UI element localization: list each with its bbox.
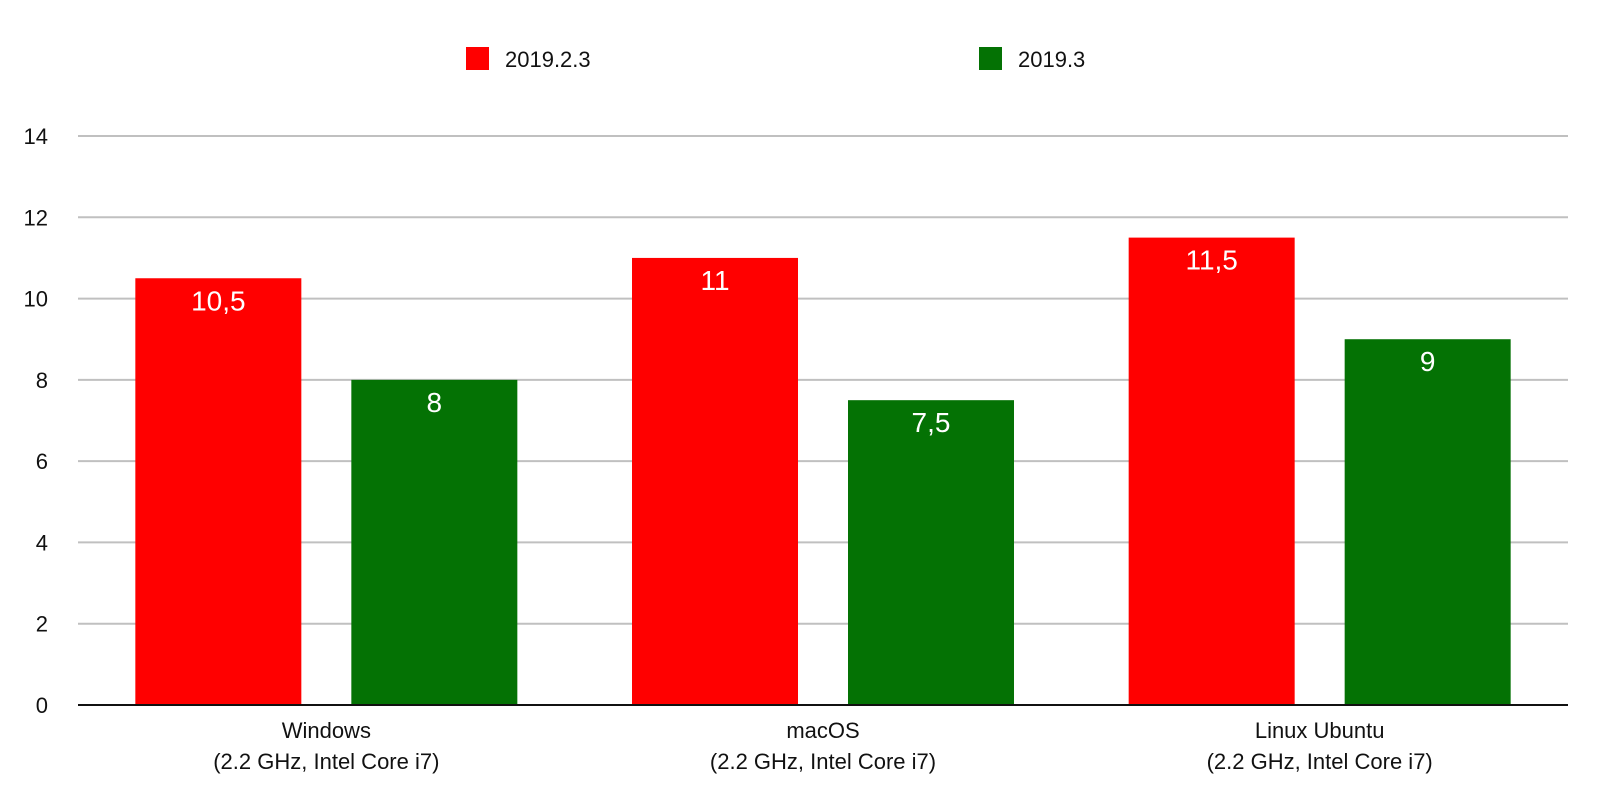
legend: 2019.2.3 2019.3 bbox=[466, 47, 1085, 72]
y-axis-ticks: 0 2 4 6 8 10 12 14 bbox=[24, 124, 48, 718]
bar-red-0 bbox=[135, 278, 302, 705]
x-tick-label: (2.2 GHz, Intel Core i7) bbox=[1207, 749, 1433, 774]
data-label: 10,5 bbox=[191, 285, 246, 316]
x-tick-label: Windows bbox=[282, 718, 371, 743]
legend-label: 2019.2.3 bbox=[505, 47, 591, 72]
y-tick-label: 14 bbox=[24, 124, 48, 149]
x-tick-label: macOS bbox=[786, 718, 859, 743]
bar-red-1 bbox=[632, 257, 798, 705]
data-label: 9 bbox=[1420, 346, 1436, 377]
y-tick-label: 10 bbox=[24, 287, 48, 312]
data-labels: 10,5 8 11 7,5 11,5 9 bbox=[191, 245, 1435, 439]
data-label: 7,5 bbox=[912, 407, 951, 438]
x-axis: Windows (2.2 GHz, Intel Core i7) macOS (2.2… bbox=[78, 704, 1568, 774]
data-label: 11,5 bbox=[1185, 245, 1237, 276]
y-tick-label: 0 bbox=[36, 693, 48, 718]
gridlines bbox=[78, 135, 1568, 625]
y-tick-label: 4 bbox=[36, 530, 48, 555]
legend-swatch bbox=[466, 47, 489, 70]
y-tick-label: 6 bbox=[36, 449, 48, 474]
y-tick-label: 8 bbox=[36, 368, 48, 393]
y-tick-label: 2 bbox=[36, 612, 48, 637]
bar-green-2 bbox=[1344, 339, 1511, 705]
data-label: 8 bbox=[427, 387, 443, 418]
data-label: 11 bbox=[700, 265, 729, 296]
bar-red-2 bbox=[1128, 237, 1295, 705]
x-tick-label: (2.2 GHz, Intel Core i7) bbox=[710, 749, 936, 774]
bar-green-0 bbox=[351, 379, 518, 705]
bar-green-1 bbox=[848, 400, 1014, 705]
x-tick-label: (2.2 GHz, Intel Core i7) bbox=[213, 749, 439, 774]
legend-swatch bbox=[979, 47, 1002, 70]
bars bbox=[135, 237, 1511, 705]
legend-label: 2019.3 bbox=[1018, 47, 1085, 72]
x-tick-label: Linux Ubuntu bbox=[1255, 718, 1385, 743]
y-tick-label: 12 bbox=[24, 205, 48, 230]
